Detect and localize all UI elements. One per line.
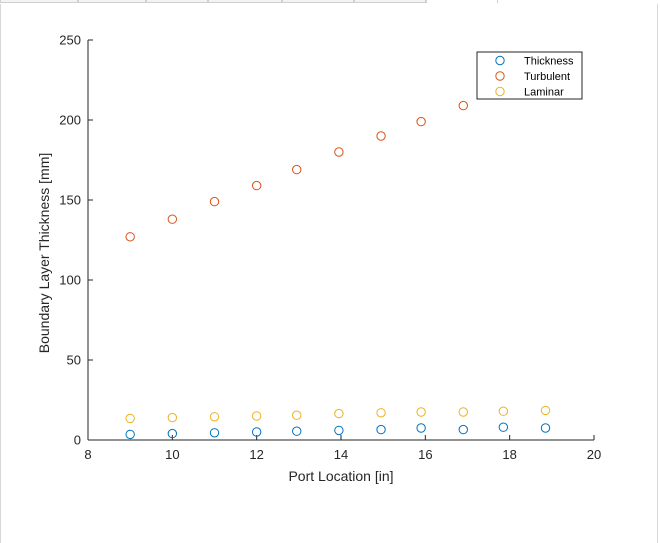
x-tick-label: 20 xyxy=(587,447,601,462)
data-point xyxy=(167,214,178,224)
data-point xyxy=(334,147,344,157)
data-point xyxy=(292,164,302,175)
tab[interactable] xyxy=(354,0,426,3)
data-point xyxy=(540,405,551,416)
tab-active[interactable] xyxy=(426,0,498,3)
frame-border-left xyxy=(0,4,1,543)
x-tick-label: 12 xyxy=(249,447,263,462)
y-tick-label: 0 xyxy=(74,433,81,448)
data-point xyxy=(167,428,178,439)
y-tick-label: 200 xyxy=(59,113,81,128)
tab[interactable] xyxy=(0,0,78,3)
tab[interactable] xyxy=(282,0,354,3)
series-laminar xyxy=(125,405,551,424)
x-tick-label: 18 xyxy=(502,447,516,462)
data-point xyxy=(376,408,386,418)
data-point xyxy=(251,411,262,421)
series-turbulent xyxy=(125,100,468,242)
x-tick-label: 14 xyxy=(334,447,348,462)
data-point xyxy=(416,116,426,127)
data-point xyxy=(209,428,220,438)
legend-marker xyxy=(495,55,505,66)
data-point xyxy=(416,407,426,417)
x-tick-label: 10 xyxy=(165,447,179,462)
x-tick-label: 16 xyxy=(418,447,432,462)
series-thickness xyxy=(125,422,551,440)
legend-label: Turbulent xyxy=(524,71,570,83)
data-point xyxy=(125,232,135,242)
data-point xyxy=(125,413,135,424)
tab[interactable] xyxy=(208,0,282,3)
tab[interactable] xyxy=(146,0,208,3)
data-point xyxy=(334,408,344,419)
legend-box xyxy=(476,51,583,100)
data-point xyxy=(416,423,426,433)
data-point xyxy=(458,100,468,111)
data-point xyxy=(251,180,262,191)
data-point xyxy=(167,412,178,423)
legend-marker xyxy=(495,71,505,81)
legend: Thickness Turbulent Laminar xyxy=(476,51,583,100)
data-point xyxy=(376,424,386,435)
data-point xyxy=(292,410,302,420)
legend-label: Laminar xyxy=(524,87,564,99)
legend-label: Thickness xyxy=(524,56,574,68)
y-tick-label: 50 xyxy=(67,353,81,368)
tab-strip xyxy=(0,0,660,4)
tab[interactable] xyxy=(78,0,146,3)
y-tick-label: 100 xyxy=(59,273,81,288)
data-point xyxy=(251,427,262,437)
data-point xyxy=(292,426,302,436)
data-marks xyxy=(125,100,551,440)
y-tick-label: 150 xyxy=(59,193,81,208)
legend-marker xyxy=(495,86,505,97)
data-point xyxy=(334,425,344,436)
frame-border-right xyxy=(657,4,658,543)
data-point xyxy=(209,412,220,422)
y-tick-label: 250 xyxy=(59,33,81,48)
data-point xyxy=(376,131,386,141)
x-tick-label: 8 xyxy=(84,447,91,462)
data-point xyxy=(125,429,135,440)
data-point xyxy=(540,423,551,433)
data-point xyxy=(458,424,468,435)
y-axis-label: Boundary Layer Thickness [mm] xyxy=(36,153,52,354)
x-axis-label: Port Location [in] xyxy=(288,468,393,484)
data-point xyxy=(498,422,509,432)
data-point xyxy=(209,196,220,207)
data-point xyxy=(498,406,509,416)
data-point xyxy=(458,407,468,417)
